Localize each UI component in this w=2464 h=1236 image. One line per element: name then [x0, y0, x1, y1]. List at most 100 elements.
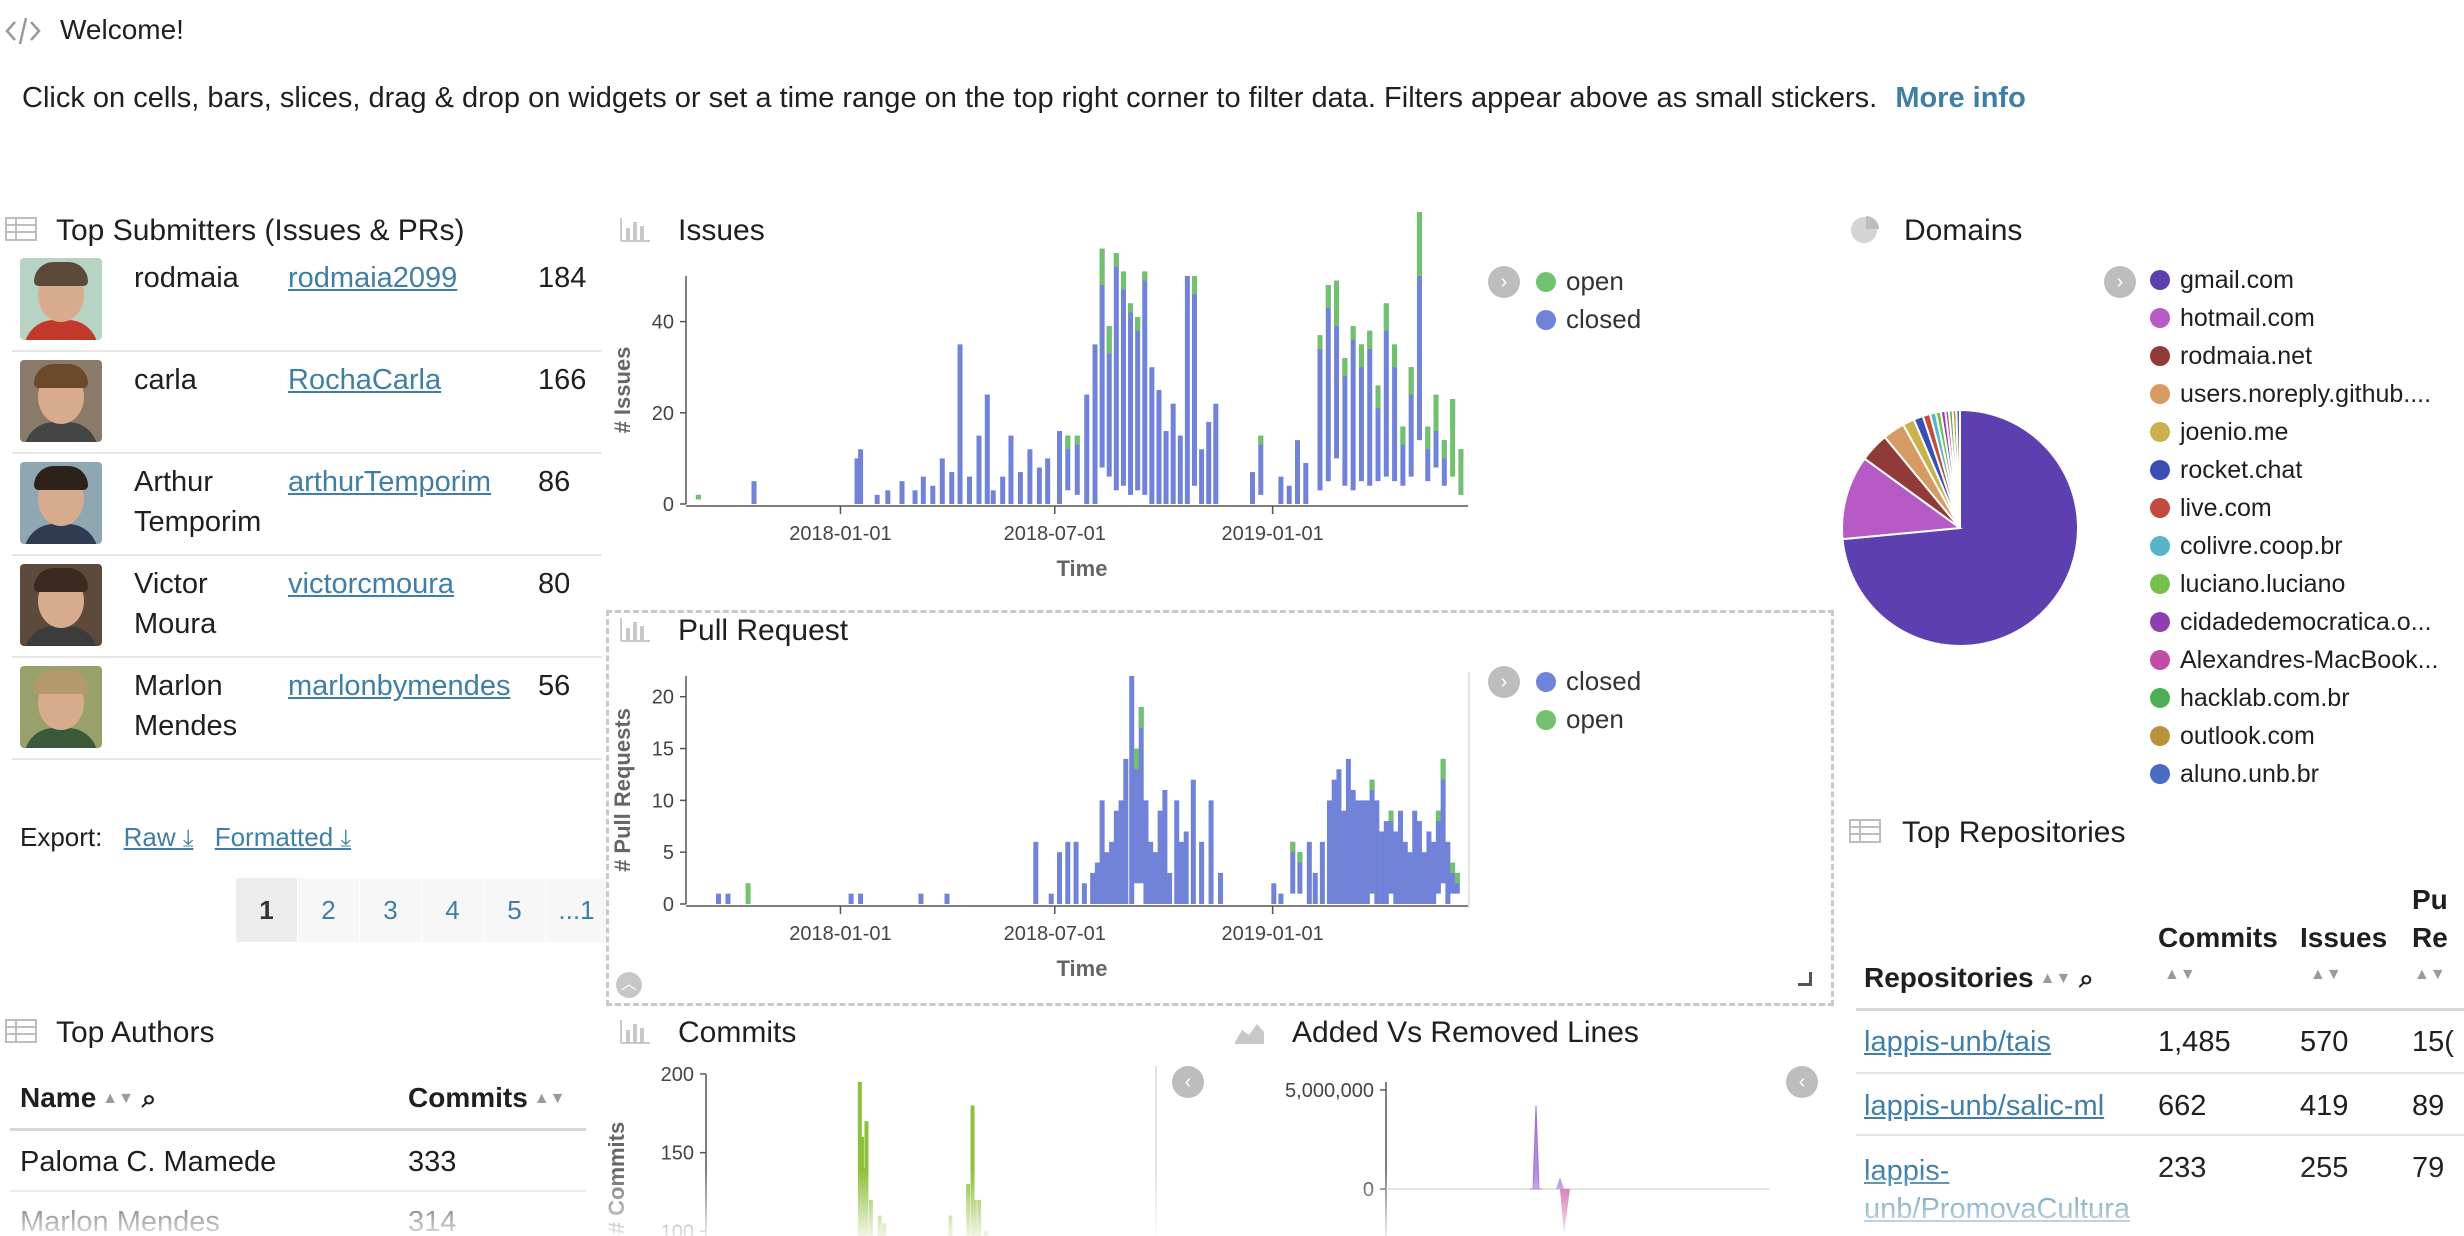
pull-request-widget[interactable] [606, 610, 1834, 1006]
y-tick-label: 150 [661, 1143, 694, 1165]
submitter-row[interactable]: rodmaia rodmaia2099 184 [12, 250, 602, 352]
legend-open[interactable]: open [1536, 266, 1624, 297]
legend-prev-icon[interactable]: ‹ [1172, 1066, 1204, 1098]
issues-chart[interactable]: 0 20 40 2018-01-01 2018-07-01 2019-01-01 Time #… [600, 212, 1480, 590]
legend-next-icon[interactable]: › [1488, 266, 1520, 298]
bar-closed [1435, 810, 1441, 894]
commits-header[interactable]: Commits [2158, 922, 2278, 954]
submitter-count: 86 [538, 466, 571, 498]
bar-closed [1369, 779, 1375, 894]
bar-open [695, 494, 701, 500]
domain-legend-item[interactable]: joenio.me [2150, 418, 2288, 447]
bar-closed [1138, 707, 1144, 884]
legend-dot [2150, 498, 2170, 518]
issues-header[interactable]: Issues [2300, 922, 2387, 954]
repo-commits: 233 [2158, 1152, 2207, 1184]
domain-legend-item[interactable]: live.com [2150, 494, 2272, 523]
bar-closed [1191, 276, 1197, 486]
page-button-5[interactable]: 5 [484, 878, 546, 942]
repo-issues: 419 [2300, 1090, 2349, 1122]
y-tick-label: 0 [663, 894, 674, 916]
bar-closed [1008, 435, 1014, 504]
commits-chart[interactable]: 100 150 200 # Commits [600, 1060, 1160, 1236]
sort-icon[interactable]: ▲▼ [2414, 966, 2446, 983]
authors-commits-header[interactable]: Commits ▲▼ [408, 1082, 565, 1114]
commit-bar [948, 1215, 953, 1236]
bar-closed [1393, 831, 1399, 904]
domain-legend-item[interactable]: users.noreply.github.... [2150, 380, 2431, 409]
bar-closed [990, 490, 996, 504]
bar-open [1120, 271, 1126, 290]
legend-closed[interactable]: closed [1536, 666, 1641, 697]
page-button-more[interactable]: ...1 [546, 878, 608, 942]
legend-open[interactable]: open [1536, 704, 1624, 735]
search-icon[interactable]: ⌕ [141, 1083, 157, 1113]
pull-request-chart[interactable]: 0 5 10 15 20 2018-01-01 2018-07-01 2019-01-01 Ti… [600, 660, 1480, 990]
submitter-login-link[interactable]: marlonbymendes [288, 670, 511, 702]
legend-closed[interactable]: closed [1536, 304, 1641, 335]
submitter-login-link[interactable]: arthurTemporim [288, 466, 492, 498]
legend-dot [2150, 574, 2170, 594]
bar-open [1425, 426, 1431, 450]
page-button-4[interactable]: 4 [422, 878, 484, 942]
submitter-row[interactable]: Arthur Temporim arthurTemporim 86 [12, 454, 602, 556]
legend-open-label: open [1566, 704, 1624, 734]
bar-closed [1048, 893, 1054, 904]
more-info-link[interactable]: More info [1895, 82, 2026, 114]
page-button-2[interactable]: 2 [298, 878, 360, 942]
domain-legend-item[interactable]: Alexandres-MacBook... [2150, 646, 2438, 675]
page-button-3[interactable]: 3 [360, 878, 422, 942]
domain-legend-item[interactable]: hotmail.com [2150, 304, 2315, 333]
repo-link[interactable]: lappis-unb/salic-ml [1864, 1090, 2105, 1122]
commit-bar [977, 1199, 982, 1236]
submitter-count: 56 [538, 670, 571, 702]
legend-dot [2150, 422, 2170, 442]
domain-legend-item[interactable]: rocket.chat [2150, 456, 2302, 485]
sort-icon[interactable]: ▲▼ [2164, 966, 2196, 983]
domain-legend-item[interactable]: colivre.coop.br [2150, 532, 2343, 561]
search-icon[interactable]: ⌕ [2079, 963, 2094, 993]
domain-legend-item[interactable]: luciano.luciano [2150, 570, 2345, 599]
submitter-login-link[interactable]: victorcmoura [288, 568, 454, 600]
sort-icon[interactable]: ▲▼ [2310, 966, 2342, 983]
submitter-login-link[interactable]: rodmaia2099 [288, 262, 458, 294]
export-formatted-link[interactable]: Formatted ⤓ [215, 822, 351, 852]
bar-closed [1325, 285, 1331, 482]
submitter-row[interactable]: carla RochaCarla 166 [12, 352, 602, 454]
legend-next-icon[interactable]: › [2104, 266, 2136, 298]
repo-link[interactable]: lappis-unb/PromovaCultura [1864, 1152, 2130, 1228]
legend-prev-icon[interactable]: ‹ [1786, 1066, 1818, 1098]
collapse-up-icon[interactable]: ︿ [616, 972, 642, 998]
bar-closed [1400, 426, 1406, 486]
domain-legend-item[interactable]: rodmaia.net [2150, 342, 2312, 371]
domain-legend-item[interactable]: aluno.unb.br [2150, 760, 2319, 789]
export-raw-link[interactable]: Raw ⤓ [124, 822, 194, 852]
resize-handle-icon[interactable] [1798, 972, 1812, 986]
bar-open [1367, 330, 1373, 349]
domain-legend-item[interactable]: hacklab.com.br [2150, 684, 2350, 713]
repo-link[interactable]: lappis-unb/tais [1864, 1026, 2051, 1058]
repositories-header[interactable]: Repositories ▲▼ ⌕ [1864, 962, 2094, 995]
lines-chart[interactable]: 0 5,000,000 [1230, 1060, 1770, 1236]
intro-description: Click on cells, bars, slices, drag & dro… [22, 82, 1878, 114]
submitter-row[interactable]: Marlon Mendes marlonbymendes 56 [12, 658, 602, 760]
avatar-shirt [24, 626, 98, 646]
page-button-1[interactable]: 1 [236, 878, 298, 942]
domain-legend-item[interactable]: gmail.com [2150, 266, 2294, 295]
bar-closed [1306, 841, 1312, 904]
bar-closed [858, 893, 864, 904]
pull-requests-header[interactable]: Pu [2412, 884, 2448, 916]
bar-closed [1104, 852, 1110, 904]
author-name: Paloma C. Mamede [20, 1146, 277, 1178]
name-header[interactable]: Name ▲▼ ⌕ [20, 1082, 156, 1115]
domains-pie-chart[interactable] [1840, 400, 2100, 660]
y-tick-label: 20 [652, 403, 674, 425]
domain-legend-item[interactable]: cidadedemocratica.o... [2150, 608, 2432, 637]
y-tick-label: 20 [652, 687, 674, 709]
bar-closed [1358, 344, 1364, 482]
legend-next-icon[interactable]: › [1488, 666, 1520, 698]
submitter-row[interactable]: Victor Moura victorcmoura 80 [12, 556, 602, 658]
repo-pull-requests: 89 [2412, 1090, 2445, 1122]
domain-legend-item[interactable]: outlook.com [2150, 722, 2315, 751]
submitter-login-link[interactable]: RochaCarla [288, 364, 442, 396]
